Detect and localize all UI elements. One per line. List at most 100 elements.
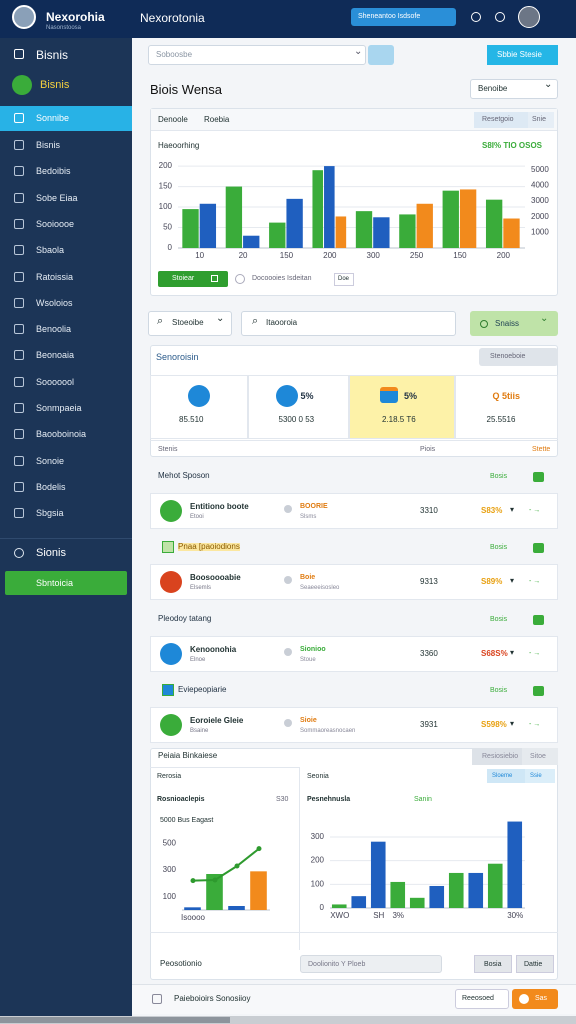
group-header — [150, 602, 558, 635]
segment[interactable] — [474, 112, 528, 128]
row-count: 9313 — [420, 577, 438, 587]
group-status: Bosis — [490, 686, 508, 694]
group-status: Bosis — [490, 473, 508, 480]
row-pct: S83% — [481, 506, 503, 515]
checkbox[interactable] — [533, 614, 544, 625]
icon — [14, 403, 24, 413]
chart-subtitle: S8I% TIO OSOS — [482, 141, 543, 150]
sidebar-item: Beonoaia — [36, 350, 75, 361]
group-icon — [162, 541, 174, 554]
icon — [14, 113, 24, 123]
group-header — [150, 460, 558, 492]
sidebar-item: Ratoissia — [36, 271, 74, 282]
footer-button[interactable] — [516, 955, 554, 973]
sidebar-button-label: Sbntoicia — [36, 578, 74, 588]
group-status: Bosis — [490, 544, 508, 552]
primary-button[interactable] — [487, 45, 558, 65]
footer-button-label: Bosia — [484, 961, 502, 968]
chevron: ⌄ — [540, 313, 549, 324]
stat-icon — [380, 387, 398, 403]
tag-icon — [284, 647, 292, 656]
checkbox[interactable] — [533, 685, 544, 696]
icon — [235, 274, 245, 284]
tag-icon — [284, 718, 292, 727]
row-sub: Elsemls — [190, 585, 212, 592]
checkbox[interactable] — [533, 472, 544, 482]
icon: ⌕ — [252, 315, 259, 327]
row-tag: Sioie — [300, 716, 317, 724]
row-pct: S598% — [481, 719, 507, 729]
row-tag: BOORIE — [300, 503, 328, 510]
stat-value: 5300 0 53 — [278, 415, 315, 424]
icon — [14, 350, 24, 361]
footer-select[interactable] — [300, 955, 442, 973]
stat-card — [455, 375, 558, 439]
filter-dropdown[interactable] — [148, 311, 232, 336]
tag-icon — [284, 576, 292, 585]
panel — [150, 767, 300, 950]
segment[interactable] — [487, 769, 525, 783]
grey-button[interactable] — [522, 748, 558, 765]
green-button[interactable] — [158, 271, 228, 287]
segment-label: Sloeme — [492, 773, 513, 779]
active-item — [0, 106, 132, 131]
action-button[interactable] — [351, 8, 456, 26]
footer-select-label: Doolionito Y Ploeb — [308, 961, 366, 968]
row-count: 3931 — [420, 719, 438, 729]
row-name: Kenoonohia — [190, 644, 237, 654]
footer-button[interactable] — [474, 955, 512, 973]
row-sub: Bsaine — [190, 727, 209, 734]
row-tag: Boie — [300, 574, 316, 582]
divider — [150, 932, 558, 933]
row-name: Boosoooabie — [190, 573, 241, 583]
sidebar-item: Sbaola — [36, 245, 65, 256]
icon — [519, 994, 529, 1004]
stat-value: 25.5516 — [486, 415, 516, 424]
icon-info — [471, 12, 481, 22]
sidebar — [0, 38, 132, 1024]
segment[interactable] — [528, 112, 554, 128]
small-button-label: Doe — [338, 276, 350, 282]
filter-search[interactable] — [241, 311, 456, 336]
tab: Denoole — [158, 115, 188, 124]
search-button[interactable] — [368, 45, 394, 65]
stat-badge: 5% — [300, 391, 314, 401]
chart-subtitle: S30 — [276, 796, 289, 803]
sidebar-top: Bisnis — [40, 79, 70, 91]
checkbox[interactable] — [533, 543, 544, 554]
segment[interactable] — [525, 769, 555, 783]
stat-card — [349, 375, 455, 439]
scroll-thumb — [0, 1017, 230, 1023]
primary-button-label: Sbbie Stesie — [497, 50, 542, 59]
row-sub: Etooi — [190, 514, 204, 520]
group-title: Eviepeopiarie — [178, 684, 227, 694]
filter-select-label: Snaiss — [495, 319, 520, 328]
sidebar-item: Sooioooe — [36, 218, 75, 229]
row-name: Entitiono boote — [190, 502, 249, 511]
grey-button-label: Resiosiebio — [482, 753, 519, 760]
small-button[interactable] — [334, 273, 354, 286]
stat-value: 2.18.5 T6 — [382, 415, 416, 424]
tab: Seonia — [307, 773, 329, 780]
group-title: Mehot Sposon — [158, 471, 210, 480]
user-avatar — [518, 6, 540, 28]
sidebar-item: Sbgsia — [36, 508, 64, 519]
checkbox[interactable] — [152, 994, 162, 1004]
icon — [14, 297, 24, 308]
dropdown[interactable] — [470, 79, 558, 99]
divider — [0, 538, 132, 539]
status-button[interactable] — [455, 989, 509, 1009]
stat-value: 85.510 — [179, 415, 204, 424]
table-header — [150, 440, 558, 458]
stat-icon — [188, 385, 210, 407]
chevron: ⌄ — [544, 79, 553, 90]
active-label: Sonnibe — [36, 113, 70, 123]
tab-bar — [151, 109, 557, 131]
sidebar-button[interactable] — [5, 571, 127, 595]
grey-button[interactable] — [472, 748, 522, 765]
search-box[interactable] — [148, 45, 366, 65]
stats-button[interactable] — [479, 348, 558, 366]
stats-button-label: Stenoeboie — [490, 353, 526, 360]
stat-badge: 5% — [404, 391, 418, 401]
tag-icon — [284, 505, 292, 513]
